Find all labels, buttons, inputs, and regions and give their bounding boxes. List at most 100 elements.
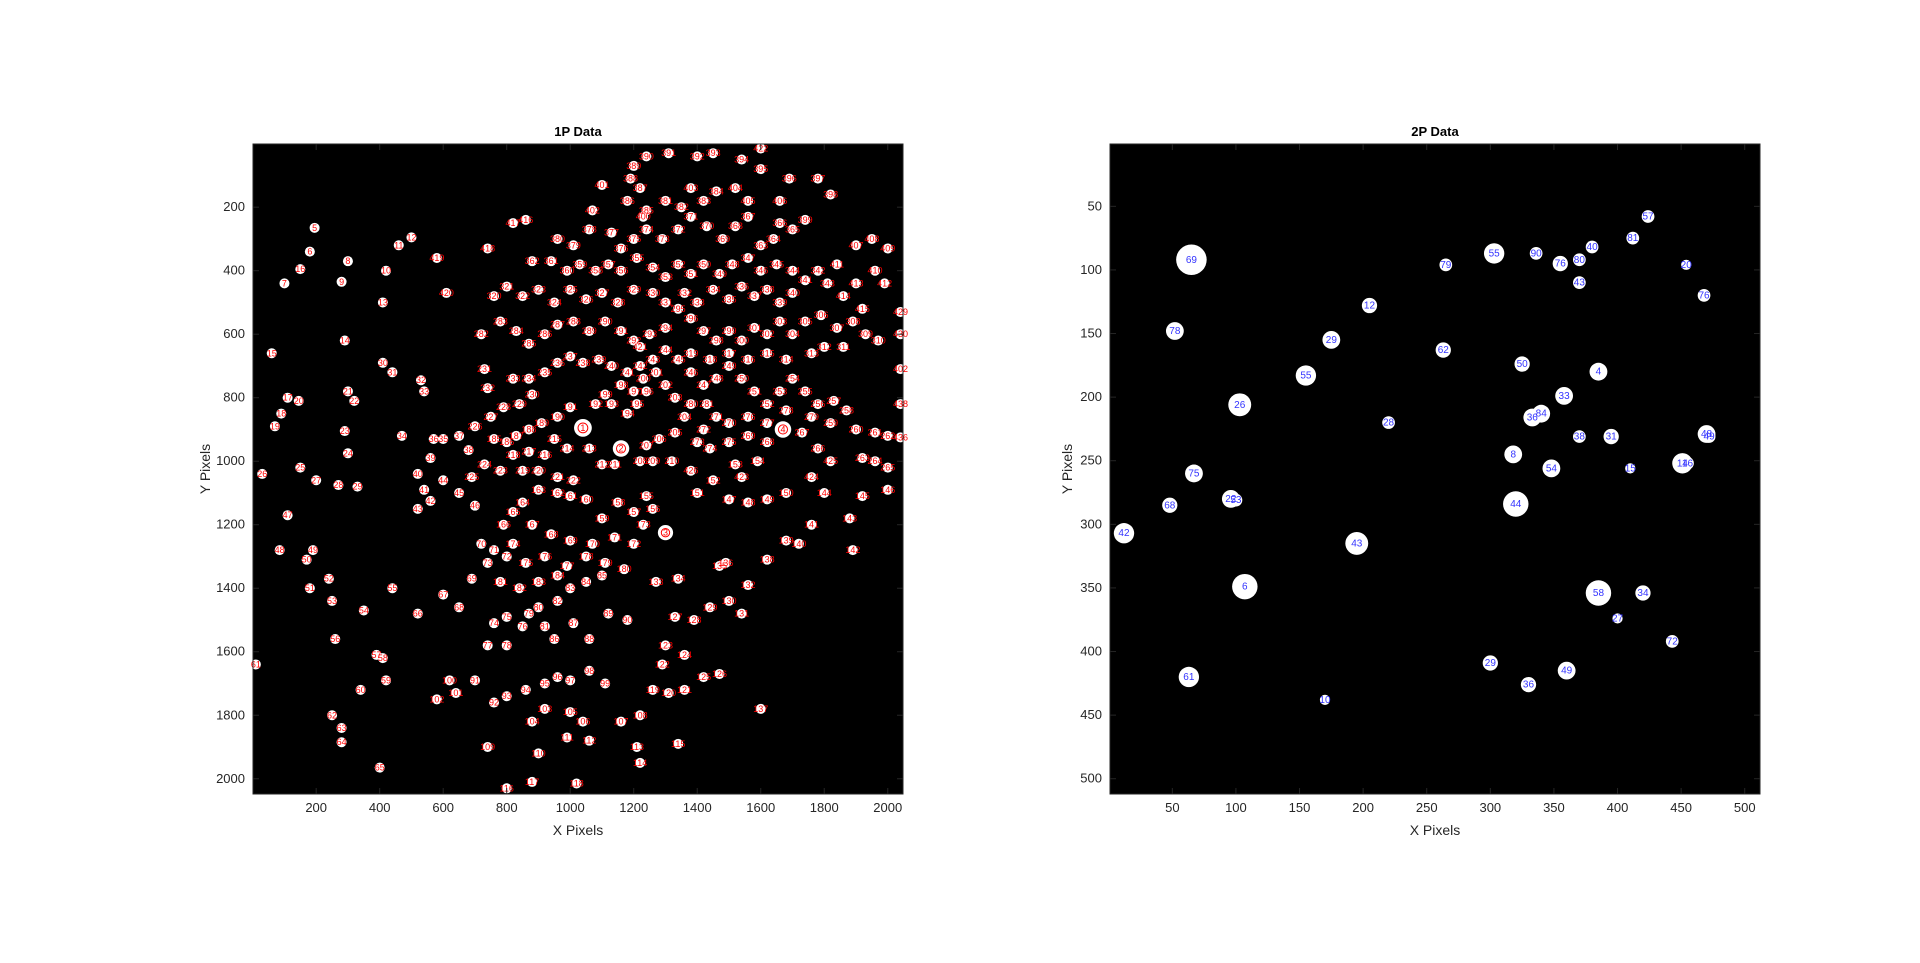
cell-label: 213 [582,444,597,454]
cell-blob [685,211,696,222]
cell-blob [431,252,442,263]
cell-label: 276 [741,412,756,422]
cell-blob [736,335,747,346]
cell-blob [1681,259,1692,270]
xlabel-1p: X Pixels [553,822,604,838]
cell-blob [860,329,871,340]
cell-blob [870,456,881,467]
cell-label: 353 [658,272,673,282]
cell-label: 144 [817,488,832,498]
cell-label: 147 [721,494,736,504]
cell-blob [631,399,642,410]
cell-blob [708,284,719,295]
xlabel-2p: X Pixels [1410,822,1461,838]
cell-label: 21 [343,386,353,396]
cell-blob [857,491,868,502]
cell-label: 156 [645,504,660,514]
cell-label: 64 [337,737,347,747]
cell-blob [581,294,592,305]
cell-blob [539,621,550,632]
cell-label: 43 [413,504,423,514]
cell-blob [501,611,512,622]
cell-blob [574,259,585,270]
cell-label: 84 [1536,409,1548,420]
cell-blob [781,487,792,498]
cell-blob [304,583,315,594]
cell-label: 28 [333,480,343,490]
cell-blob [650,576,661,587]
cell-label: 438 [893,399,908,409]
cell-label: 4 [780,424,785,434]
cell-label: 406 [772,196,787,206]
cell-blob [276,408,287,419]
cell-blob [1585,240,1599,254]
cell-blob [622,195,633,206]
cell-label: 383 [696,196,711,206]
title-1p: 1P Data [554,124,602,139]
y-tick-label: 400 [223,263,245,278]
cell-blob [581,494,592,505]
cell-label: 223 [493,466,508,476]
cell-label: 109 [480,742,495,752]
x-tick-label: 250 [1416,800,1438,815]
cell-blob [539,703,550,714]
cell-blob [523,373,534,384]
cell-blob [539,551,550,562]
cell-label: 48 [275,545,285,555]
cell-blob [469,675,480,686]
x-tick-label: 50 [1165,800,1179,815]
cell-label: 49 [1561,666,1573,677]
cell-label: 4 [1596,367,1602,378]
cell-label: 307 [829,323,844,333]
cell-label: 237 [563,351,578,361]
cell-blob [539,367,550,378]
cell-label: 313 [804,348,819,358]
cell-label: 163 [531,485,546,495]
cell-label: 5 [312,223,317,233]
y-tick-label: 600 [223,326,245,341]
cell-blob [708,475,719,486]
cell-label: 145 [855,491,870,501]
cell-label: 76 [1555,259,1567,270]
cell-label: 200 [636,374,651,384]
cell-blob [647,262,658,273]
cell-label: 92 [489,698,499,708]
cell-blob [650,367,661,378]
y-tick-label: 100 [1080,262,1102,277]
labels-1p: 1234567891011121314151617181920212223242… [251,143,908,793]
cell-blob [727,259,738,270]
cell-label: 389 [626,161,641,171]
cell-outline [615,443,627,454]
cell-blob [787,224,798,235]
cell-label: 348 [725,259,740,269]
cell-blob [1702,430,1716,443]
cell-blob [692,151,703,162]
cell-blob [1228,393,1252,417]
cell-label: 155 [639,491,654,501]
cell-label: 180 [617,564,632,574]
cell-blob [711,373,722,384]
cell-blob [774,421,792,438]
cell-blob [641,386,652,397]
cell-blob [638,373,649,384]
cell-blob [517,621,528,632]
cell-label: 193 [604,399,619,409]
cell-blob [797,427,808,438]
cell-label: 254 [785,374,800,384]
cell-blob [1229,493,1243,507]
cell-label: 295 [671,304,686,314]
cell-blob [704,443,715,454]
cell-label: 184 [550,571,565,581]
cell-label: 231 [477,364,492,374]
cell-label: 195 [629,399,644,409]
cell-label: 34 [1637,588,1649,599]
cell-blob [1542,459,1561,478]
cell-blob [374,762,385,773]
cell-blob [698,380,709,391]
cell-outline [777,424,789,435]
cell-label: 262 [880,431,895,441]
cell-label: 216 [537,450,552,460]
cell-label: 373 [655,234,670,244]
cell-blob [1361,297,1378,314]
ylabel-1p: Y Pixels [197,444,213,494]
